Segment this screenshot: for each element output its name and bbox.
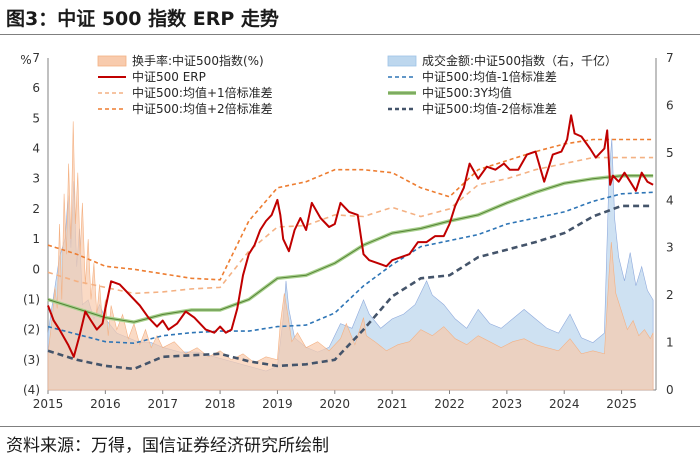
left-axis-unit: %	[20, 53, 31, 67]
x-tick-label: 2025	[606, 397, 637, 411]
turnover-area	[47, 121, 654, 391]
x-tick-label: 2018	[205, 397, 236, 411]
legend-label-turnover: 换手率:中证500指数(%)	[132, 53, 264, 68]
legend-label-p2: 中证500:均值+2倍标准差	[132, 101, 273, 116]
legend-swatch-turnover	[97, 55, 127, 67]
left-tick-label: (2)	[23, 323, 40, 337]
left-tick-label: 5	[32, 111, 40, 125]
x-tick-label: 2024	[549, 397, 580, 411]
minus2sd-line	[47, 204, 654, 371]
right-tick-label: 4	[666, 193, 674, 207]
legend-label-m2: 中证500:均值-2倍标准差	[422, 101, 557, 116]
area-series-group	[47, 121, 654, 391]
right-tick-label: 0	[666, 383, 674, 397]
line-series-group	[47, 114, 654, 371]
right-tick-label: 7	[666, 51, 674, 65]
right-tick-label: 5	[666, 146, 674, 160]
title-divider	[0, 34, 700, 35]
left-tick-label: 7	[32, 51, 40, 65]
mean-line-inner	[47, 175, 654, 323]
left-tick-label: 1	[32, 232, 40, 246]
left-tick-label: 6	[32, 81, 40, 95]
legend-group: 换手率:中证500指数(%) 成交金额:中证500指数（右，千亿） 中证500 ER…	[97, 53, 617, 116]
legend-label-amount: 成交金额:中证500指数（右，千亿）	[422, 53, 617, 68]
source-divider	[0, 426, 700, 427]
erp-chart: 7 6 5 4 3 2 1 0 (1) (2) (3) (4)% 0 1 2 3 4 5 6 7 2015 2016 201…	[20, 51, 673, 411]
right-tick-label: 3	[666, 241, 674, 255]
axes-group: 7 6 5 4 3 2 1 0 (1) (2) (3) (4)% 0 1 2 3 4 5 6 7 2015 2016 201…	[20, 51, 673, 411]
right-tick-label: 1	[666, 336, 674, 350]
left-tick-label: 2	[32, 202, 40, 216]
legend-label-m1: 中证500:均值-1倍标准差	[422, 69, 557, 84]
x-tick-label: 2022	[434, 397, 465, 411]
plus1sd-line	[47, 156, 654, 295]
plus2sd-line	[47, 138, 654, 281]
mean-line-outer	[47, 173, 654, 324]
page-title: 图3：中证 500 指数 ERP 走势	[6, 8, 279, 30]
x-tick-label: 2015	[33, 397, 64, 411]
x-tick-label: 2019	[262, 397, 293, 411]
erp-line	[47, 114, 654, 358]
left-tick-label: 0	[32, 262, 40, 276]
legend-label-erp: 中证500 ERP	[132, 69, 206, 84]
x-tick-label: 2016	[90, 397, 121, 411]
left-tick-label: (4)	[23, 383, 40, 397]
x-tick-label: 2020	[320, 397, 351, 411]
x-tick-label: 2023	[492, 397, 523, 411]
left-tick-label: 3	[32, 172, 40, 186]
x-tick-label: 2021	[377, 397, 408, 411]
legend-label-mean: 中证500:3Y均值	[422, 85, 512, 100]
legend-swatch-amount	[387, 55, 417, 67]
source-note: 资料来源：万得，国信证券经济研究所绘制	[6, 436, 329, 456]
legend-label-p1: 中证500:均值+1倍标准差	[132, 85, 273, 100]
left-tick-label: 4	[32, 142, 40, 156]
minus1sd-line	[47, 191, 654, 345]
x-tick-label: 2017	[147, 397, 178, 411]
left-tick-label: (1)	[23, 292, 40, 306]
left-tick-label: (3)	[23, 353, 40, 367]
right-tick-label: 6	[666, 98, 674, 112]
right-tick-label: 2	[666, 288, 674, 302]
